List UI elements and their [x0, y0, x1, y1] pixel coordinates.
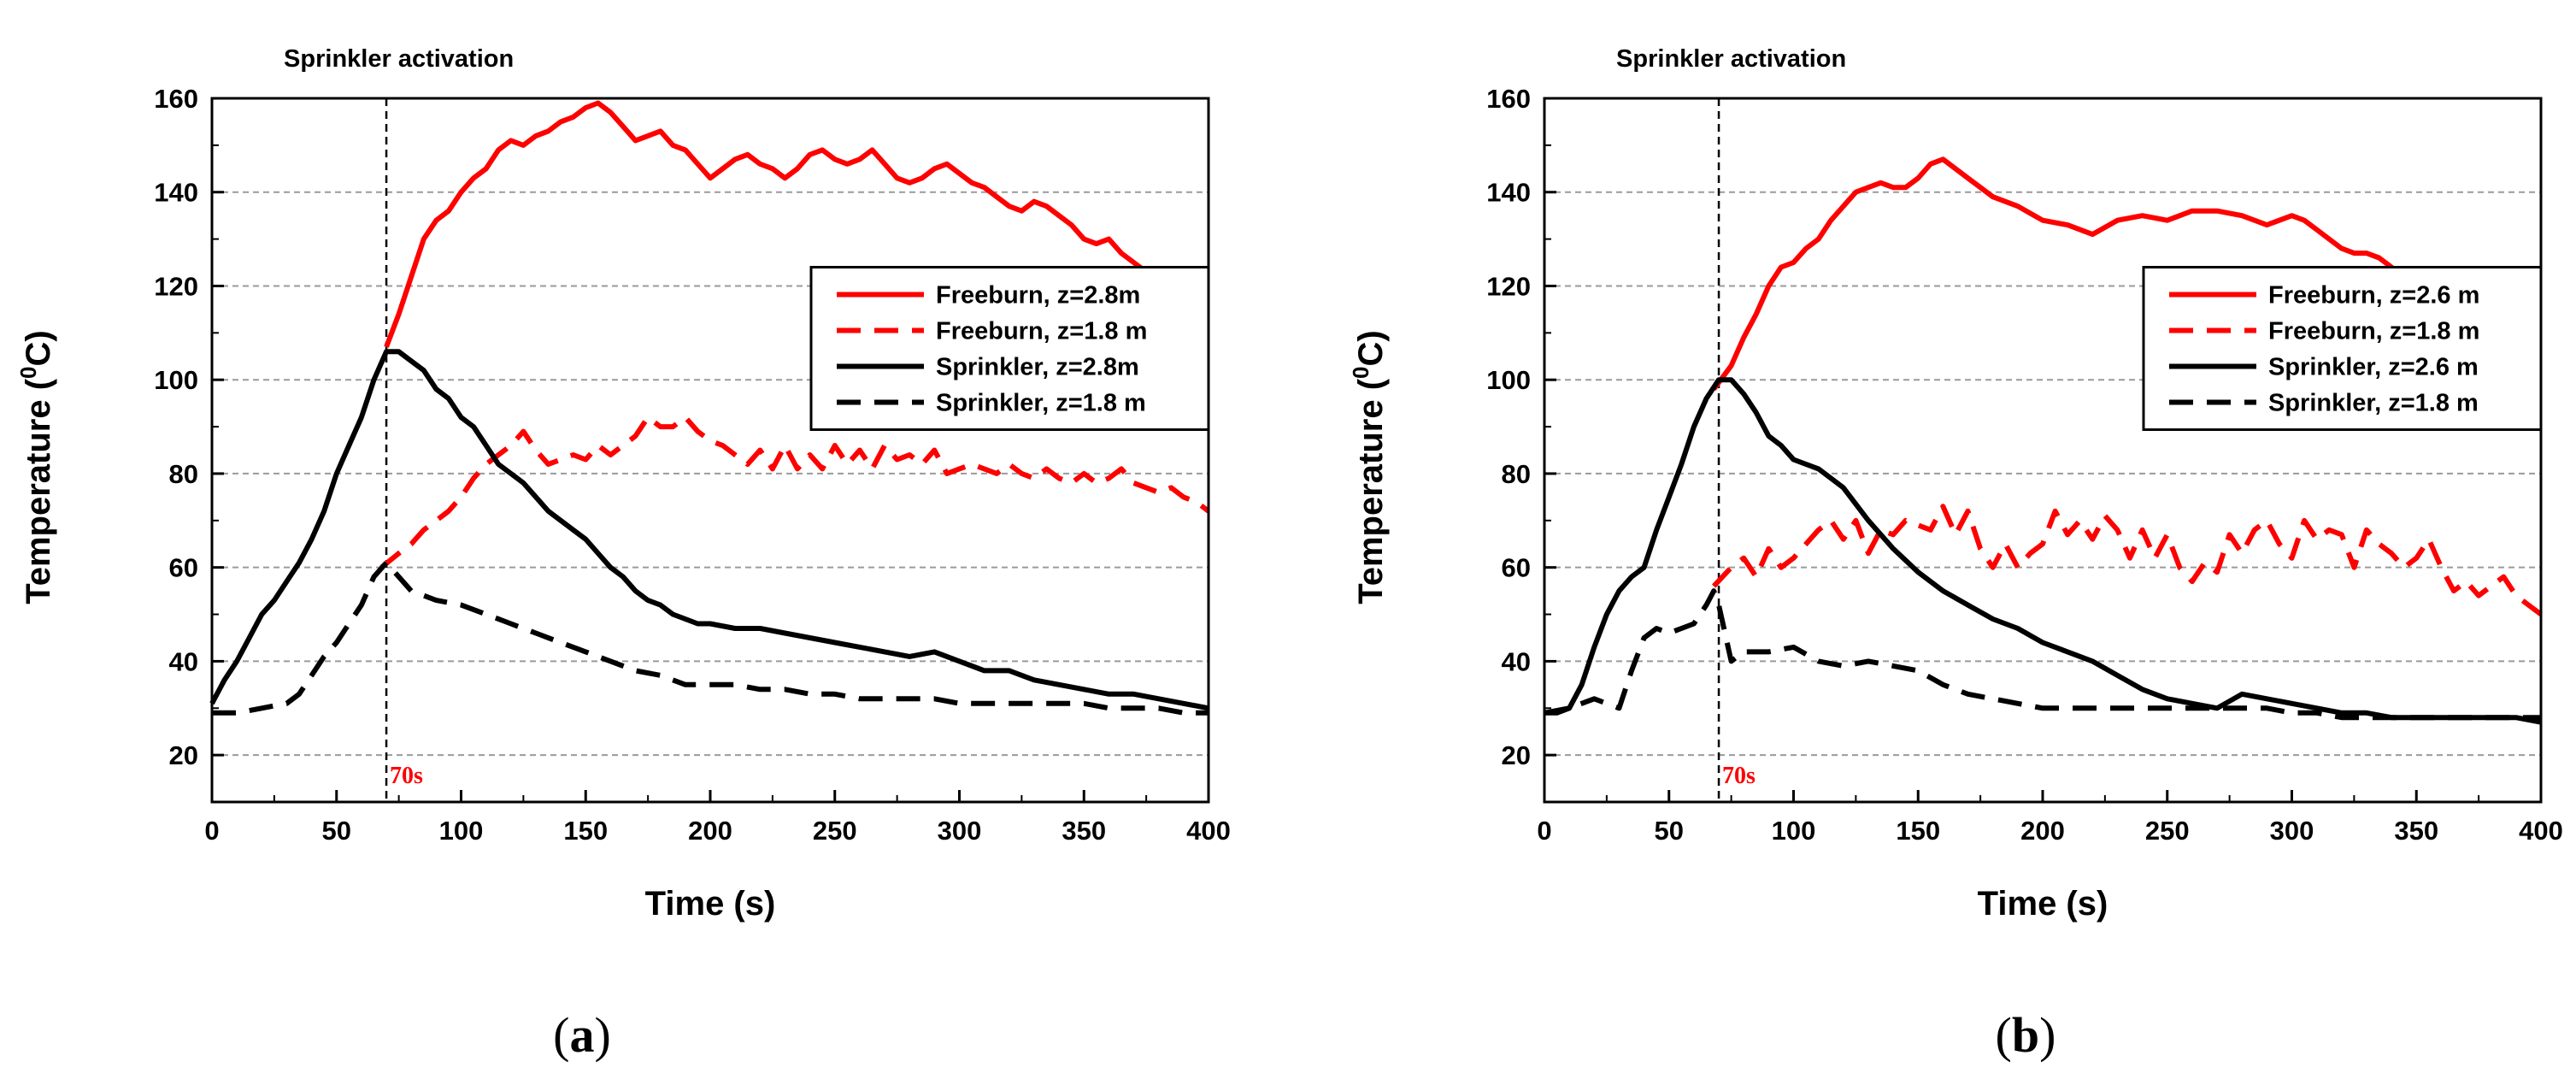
series-line-1 — [1712, 504, 2543, 616]
sprinkler-activation-label: Sprinkler activation — [1616, 45, 1846, 73]
y-axis-title: Temperature (0C) — [1348, 330, 1390, 604]
x-tick-label: 350 — [1062, 816, 1106, 846]
x-tick-label: 200 — [688, 816, 732, 846]
x-axis-title: Time (s) — [1978, 885, 2108, 923]
series-line-2 — [1544, 377, 2542, 725]
legend-label-1: Freeburn, z=1.8 m — [2268, 318, 2479, 345]
legend-label-3: Sprinkler, z=1.8 m — [936, 390, 1146, 417]
x-tick-label: 150 — [563, 816, 608, 846]
marker-time-label: 70s — [1722, 763, 1756, 789]
x-tick-label: 400 — [2519, 816, 2563, 846]
y-tick-label: 160 — [154, 84, 198, 114]
x-tick-label: 100 — [439, 816, 484, 846]
y-axis-title: Temperature (0C) — [15, 330, 57, 604]
marker-time-label: 70s — [390, 763, 423, 789]
x-tick-label: 100 — [1772, 816, 1816, 846]
panel-caption: (a) — [553, 1007, 611, 1063]
legend-label-0: Freeburn, z=2.8m — [936, 282, 1140, 310]
series-line-3 — [1544, 588, 2541, 721]
y-tick-label: 40 — [1502, 646, 1531, 676]
x-tick-label: 50 — [322, 816, 351, 846]
line-chart-a: 0 50 100 150 200 250 300 350 400 20 40 60 80 100 120 14… — [15, 45, 1231, 1063]
panel-caption: (b) — [1996, 1007, 2056, 1063]
y-tick-label: 20 — [169, 740, 198, 770]
y-tick-label: 140 — [154, 178, 198, 208]
x-tick-label: 200 — [2020, 816, 2065, 846]
y-tick-label: 60 — [169, 553, 198, 583]
plot-frame — [1543, 97, 2543, 804]
y-tick-label: 20 — [1502, 740, 1531, 770]
sprinkler-activation-label: Sprinkler activation — [284, 45, 514, 73]
x-tick-label: 50 — [1655, 816, 1684, 846]
chart-panel-b: 0 50 100 150 200 250 300 350 400 20 40 60 80 100 120 14… — [1288, 0, 2576, 1079]
y-tick-label: 80 — [169, 459, 198, 489]
y-tick-label: 120 — [1486, 271, 1531, 301]
plot-frame — [210, 97, 1210, 804]
y-tick-label: 160 — [1486, 84, 1531, 114]
x-tick-label: 300 — [2270, 816, 2314, 846]
legend-label-2: Sprinkler, z=2.8m — [936, 354, 1139, 381]
y-tick-label: 40 — [169, 646, 198, 676]
x-tick-label: 150 — [1896, 816, 1940, 846]
series-line-3 — [212, 560, 1209, 716]
legend-label-2: Sprinkler, z=2.6 m — [2268, 354, 2479, 381]
series-line-0 — [1711, 156, 2543, 391]
legend-label-1: Freeburn, z=1.8 m — [936, 318, 1147, 345]
legend-label-0: Freeburn, z=2.6 m — [2268, 282, 2479, 310]
line-chart-b: 0 50 100 150 200 250 300 350 400 20 40 60 80 100 120 14… — [1348, 45, 2563, 1063]
x-tick-label: 0 — [204, 816, 219, 846]
y-tick-label: 80 — [1502, 459, 1531, 489]
y-tick-label: 60 — [1502, 553, 1531, 583]
y-tick-label: 120 — [154, 271, 198, 301]
y-tick-label: 100 — [1486, 365, 1531, 395]
x-tick-label: 400 — [1186, 816, 1231, 846]
y-tick-label: 100 — [154, 365, 198, 395]
series-line-0 — [384, 100, 1210, 348]
x-axis-title: Time (s) — [645, 885, 776, 923]
series-line-2 — [209, 349, 1209, 711]
x-tick-label: 300 — [938, 816, 982, 846]
x-tick-label: 350 — [2394, 816, 2438, 846]
chart-panel-a: 0 50 100 150 200 250 300 350 400 20 40 60 80 100 120 14… — [15, 45, 1231, 1063]
x-tick-label: 250 — [813, 816, 857, 846]
y-tick-label: 140 — [1486, 178, 1531, 208]
x-tick-label: 250 — [2145, 816, 2190, 846]
legend-label-3: Sprinkler, z=1.8 m — [2268, 390, 2479, 417]
series-line-1 — [379, 415, 1210, 570]
x-tick-label: 0 — [1537, 816, 1551, 846]
